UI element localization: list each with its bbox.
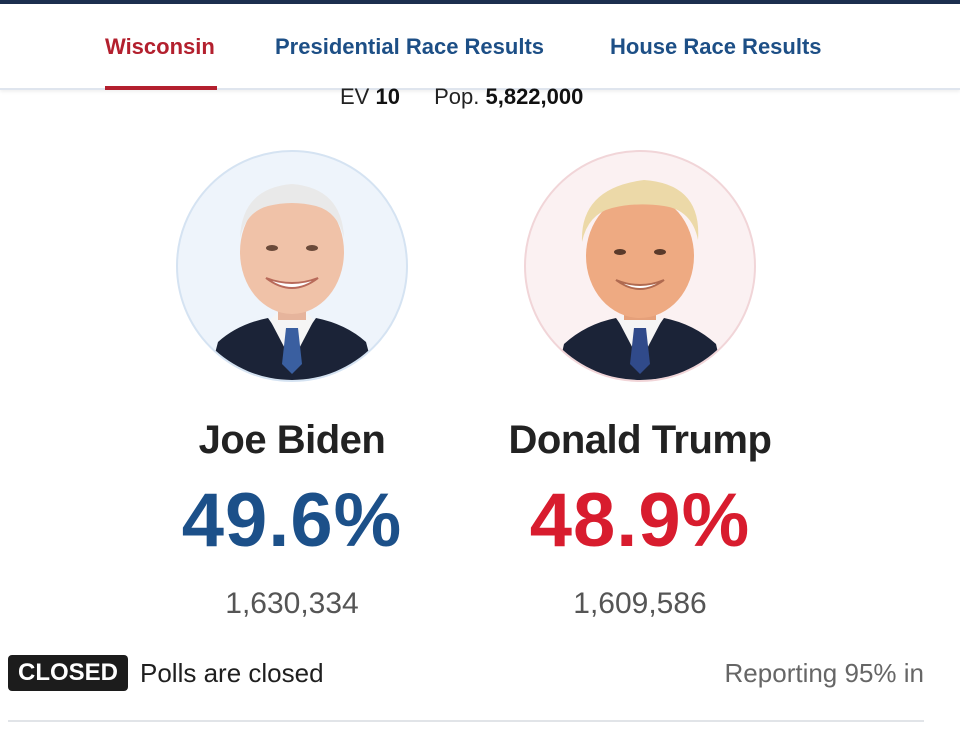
ev-value: 10	[375, 84, 400, 109]
candidate-portrait-icon	[208, 184, 376, 380]
candidate-photo-trump	[524, 150, 756, 382]
tab-house-race-results[interactable]: House Race Results	[610, 34, 822, 59]
poll-status-text: Polls are closed	[140, 658, 324, 688]
tab-presidential-race-results[interactable]: Presidential Race Results	[275, 34, 545, 59]
tab-wisconsin[interactable]: Wisconsin	[105, 34, 215, 59]
active-tab-indicator	[105, 86, 217, 90]
candidate-photo-biden	[176, 150, 408, 382]
reporting-status: Reporting 95% in	[724, 658, 924, 688]
ev-label: EV	[340, 84, 370, 109]
tab-bar: Wisconsin Presidential Race Results Hous…	[0, 4, 960, 90]
pop-value: 5,822,000	[485, 84, 584, 109]
poll-status-row: CLOSED Polls are closed Reporting 95% in	[8, 655, 924, 693]
state-info: EV 10 Pop. 5,822,000	[340, 84, 583, 110]
candidate-percent: 48.9%	[529, 478, 751, 563]
candidate-percent: 49.6%	[181, 478, 403, 563]
candidate-card-trump[interactable]: Donald Trump 48.9% 1,609,586	[490, 150, 790, 621]
top-border	[0, 0, 960, 4]
divider	[8, 720, 924, 722]
closed-badge: CLOSED	[8, 655, 129, 691]
candidate-name: Joe Biden	[198, 418, 386, 462]
pop-label: Pop.	[434, 84, 480, 109]
candidate-card-biden[interactable]: Joe Biden 49.6% 1,630,334	[142, 150, 442, 621]
candidate-votes: 1,630,334	[225, 587, 359, 620]
candidate-votes: 1,609,586	[573, 587, 707, 620]
candidate-name: Donald Trump	[508, 418, 772, 462]
candidate-portrait-icon	[556, 180, 724, 380]
